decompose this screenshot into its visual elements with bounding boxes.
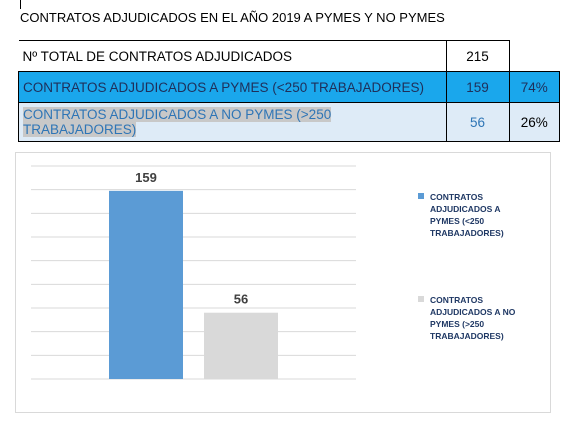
cell: CONTRATOS ADJUDICADOS A NO PYMES (>250 T…: [18, 102, 447, 142]
data-label: 56: [234, 292, 248, 307]
bar: [109, 190, 183, 379]
table-row: Nº TOTAL DE CONTRATOS ADJUDICADOS 215: [18, 40, 560, 72]
cell: 159: [445, 71, 510, 103]
legend-item: CONTRATOS ADJUDICADOS A PYMES (<250 TRAB…: [418, 191, 528, 239]
text-cursor: [20, 0, 21, 9]
legend-swatch: [418, 296, 424, 302]
legend-label: CONTRATOS ADJUDICADOS A NO PYMES (>250 T…: [430, 295, 516, 341]
summary-table: Nº TOTAL DE CONTRATOS ADJUDICADOS 215 CO…: [18, 40, 560, 142]
cell: Nº TOTAL DE CONTRATOS ADJUDICADOS: [18, 40, 447, 72]
cell: CONTRATOS ADJUDICADOS A PYMES (<250 TRAB…: [18, 71, 447, 103]
data-label: 159: [135, 170, 157, 185]
table-row: CONTRATOS ADJUDICADOS A PYMES (<250 TRAB…: [18, 71, 560, 103]
selected-text: CONTRATOS ADJUDICADOS A NO PYMES (>250 T…: [23, 107, 332, 137]
chart: 159 56 CONTRATOS ADJUDICADOS A PYMES (<25…: [15, 152, 551, 413]
table-row: CONTRATOS ADJUDICADOS A NO PYMES (>250 T…: [18, 102, 560, 142]
document-title: CONTRATOS ADJUDICADOS EN EL AÑO 2019 A P…: [20, 10, 445, 25]
cell: 26%: [508, 102, 560, 142]
legend-item: CONTRATOS ADJUDICADOS A NO PYMES (>250 T…: [418, 294, 528, 342]
bar: [204, 312, 278, 379]
cell: 74%: [508, 71, 560, 103]
cell: 56: [445, 102, 510, 142]
legend-swatch: [418, 193, 424, 199]
cell: 215: [445, 40, 510, 72]
empty-cell: [509, 40, 560, 72]
legend-label: CONTRATOS ADJUDICADOS A PYMES (<250 TRAB…: [430, 192, 504, 238]
chart-plot: 159 56: [31, 165, 356, 380]
